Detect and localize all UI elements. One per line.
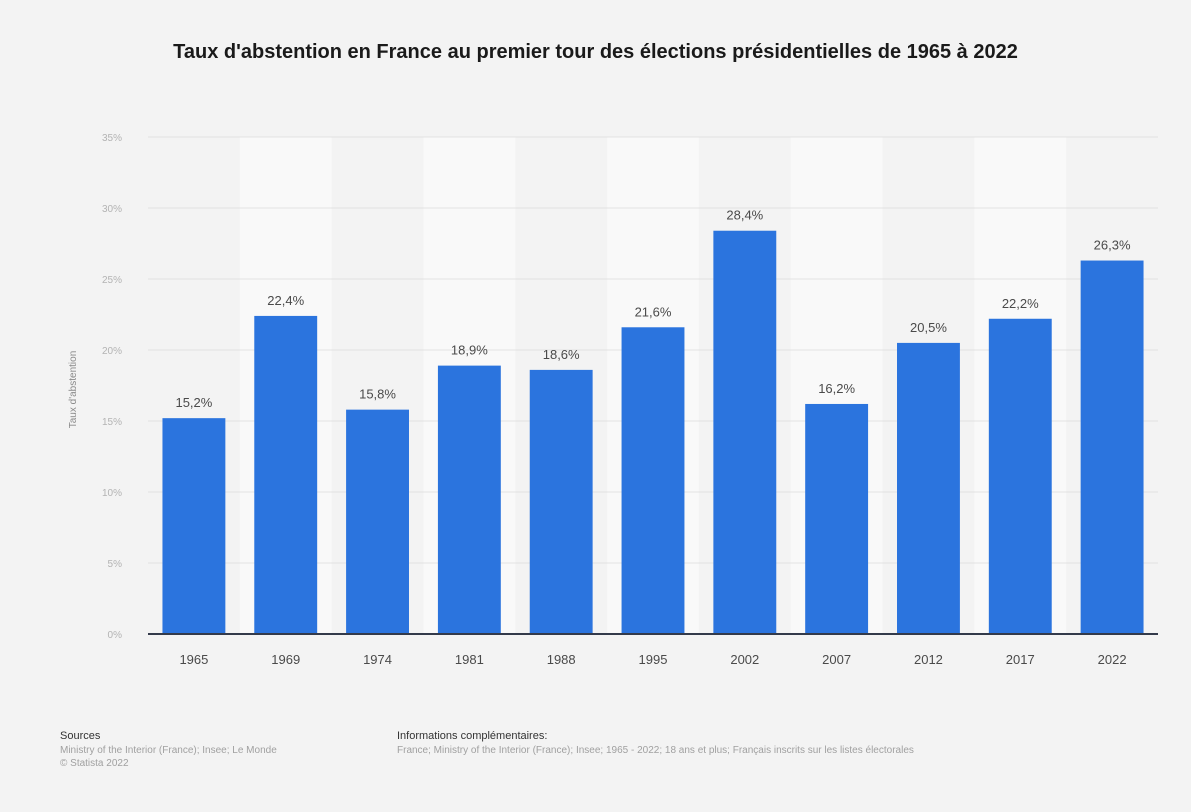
info-text: France; Ministry of the Interior (France… (397, 745, 914, 756)
data-label: 28,4% (726, 208, 763, 223)
data-labels: 15,2% 22,4% 15,8% 18,9% 18,6% 21,6% 28,4% 16,2%… (175, 208, 1130, 410)
x-tick-label: 2017 (1006, 652, 1035, 667)
y-axis-title: Taux d'abstention (68, 351, 79, 429)
bar-1965 (162, 418, 226, 634)
data-label: 26,3% (1094, 238, 1131, 253)
bar-chart: 15,2% 22,4% 15,8% 18,9% 18,6% 21,6% 28,4% 16,2%… (68, 133, 1158, 667)
x-tick-label: 1995 (639, 652, 668, 667)
chart-title: Taux d'abstention en France au premier t… (173, 41, 1018, 63)
y-axis: 0% 5% 10% 15% 20% 25% 30% 35% Taux d'abstention (68, 133, 122, 641)
y-tick-label: 5% (108, 559, 123, 570)
bar-2022 (1080, 260, 1144, 634)
sources-block: Sources Ministry of the Interior (France… (60, 730, 277, 770)
bar-2002 (713, 230, 777, 634)
info-block: Informations complémentaires: France; Mi… (397, 730, 1187, 757)
x-tick-label: 1981 (455, 652, 484, 667)
y-tick-label: 30% (102, 204, 122, 215)
data-label: 18,9% (451, 343, 488, 358)
data-label: 15,8% (359, 387, 396, 402)
info-heading: Informations complémentaires: (397, 730, 548, 742)
bar-1974 (346, 409, 409, 634)
data-label: 15,2% (175, 395, 212, 410)
bar-1981 (437, 365, 501, 634)
bar-2007 (805, 403, 869, 634)
y-tick-label: 20% (102, 346, 122, 357)
y-tick-label: 35% (102, 133, 122, 144)
data-label: 22,2% (1002, 296, 1039, 311)
x-tick-label: 2002 (730, 652, 759, 667)
bar-2012 (897, 342, 960, 634)
copyright-line: © Statista 2022 (60, 758, 129, 769)
y-tick-label: 15% (102, 417, 122, 428)
bar-1995 (621, 327, 685, 634)
x-tick-label: 1965 (179, 652, 208, 667)
y-tick-label: 25% (102, 275, 122, 286)
y-tick-label: 0% (108, 630, 123, 641)
data-label: 22,4% (267, 293, 304, 308)
x-tick-label: 1969 (271, 652, 300, 667)
x-axis: 1965 1969 1974 1981 1988 1995 2002 2007 2012 2017… (148, 633, 1158, 667)
y-tick-label: 10% (102, 488, 122, 499)
x-tick-label: 2007 (822, 652, 851, 667)
x-tick-label: 2012 (914, 652, 943, 667)
data-label: 16,2% (818, 381, 855, 396)
x-tick-label: 2022 (1098, 652, 1127, 667)
data-label: 20,5% (910, 320, 947, 335)
bar-1988 (529, 369, 593, 634)
x-tick-label: 1974 (363, 652, 392, 667)
bar-1969 (254, 315, 318, 634)
data-label: 18,6% (543, 347, 580, 362)
bar-2017 (988, 318, 1052, 634)
data-label: 21,6% (635, 304, 672, 319)
x-tick-label: 1988 (547, 652, 576, 667)
sources-heading: Sources (60, 730, 101, 742)
bars (162, 230, 1144, 634)
sources-line: Ministry of the Interior (France); Insee… (60, 745, 277, 756)
